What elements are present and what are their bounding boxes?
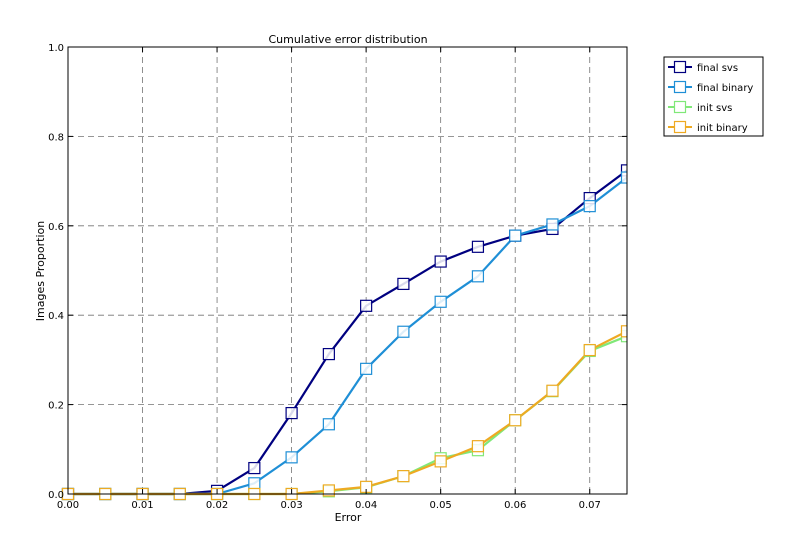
legend-marker [673, 120, 687, 134]
data-point-final-svs [471, 240, 485, 253]
data-point-final-svs [397, 277, 410, 291]
data-point-final-svs [248, 461, 261, 475]
data-point-init-binary [583, 343, 596, 357]
axis-ticks: 0.00 0.01 0.02 0.03 0.04 0.05 0.06 0.07 0.0 0.2 0.… [48, 43, 627, 511]
legend-label: final svs [697, 63, 738, 74]
chart-title: Cumulative error distribution [268, 33, 427, 46]
data-point-init-binary [434, 455, 447, 468]
data-point-init-binary [509, 414, 522, 427]
legend: final svs final binary init svs init binary [663, 56, 764, 137]
data-point-final-svs [434, 255, 447, 268]
data-point-final-binary [248, 477, 261, 490]
y-tick-label: 0.4 [48, 311, 64, 322]
plot-frame [67, 46, 628, 495]
data-point-init-binary [546, 384, 559, 397]
grid-lines [68, 47, 627, 494]
data-point-final-svs [322, 347, 335, 361]
x-tick-label: 0.02 [206, 500, 228, 511]
data-point-final-binary [360, 362, 373, 375]
legend-label: init svs [697, 103, 732, 114]
legend-marker [673, 60, 687, 74]
data-point-final-binary [509, 229, 522, 242]
data-point-final-binary [620, 171, 627, 184]
data-point-final-binary [546, 218, 559, 231]
x-tick-label: 0.06 [504, 500, 526, 511]
legend-label: final binary [697, 83, 753, 94]
y-tick-label: 0.6 [48, 222, 64, 233]
y-tick-label: 0.0 [48, 490, 64, 501]
x-tick-label: 0.05 [430, 500, 452, 511]
x-tick-label: 0.07 [579, 500, 601, 511]
x-tick-label: 0.00 [57, 500, 79, 511]
y-tick-label: 1.0 [48, 43, 64, 54]
data-point-final-binary [471, 270, 485, 283]
data-point-final-svs [620, 164, 627, 177]
x-axis-label: Error [335, 511, 362, 524]
data-point-final-svs [360, 299, 373, 312]
data-point-final-binary [322, 418, 335, 431]
legend-marker [673, 80, 687, 94]
y-axis-label: Images Proportion [34, 221, 47, 321]
legend-marker [673, 100, 687, 114]
data-point-final-binary [434, 295, 447, 308]
data-point-final-binary [397, 325, 410, 338]
legend-label: init binary [697, 123, 748, 134]
data-point-final-svs [285, 406, 298, 420]
y-tick-label: 0.8 [48, 132, 64, 143]
data-point-init-binary [471, 440, 485, 453]
x-tick-label: 0.01 [131, 500, 153, 511]
data-point-init-binary [397, 470, 410, 483]
data-point-init-binary [322, 484, 335, 497]
x-tick-label: 0.03 [280, 500, 302, 511]
x-tick-label: 0.04 [355, 500, 377, 511]
data-point-final-binary [285, 451, 298, 464]
y-tick-label: 0.2 [48, 401, 64, 412]
data-point-init-binary [620, 325, 627, 338]
data-point-final-binary [583, 200, 596, 213]
